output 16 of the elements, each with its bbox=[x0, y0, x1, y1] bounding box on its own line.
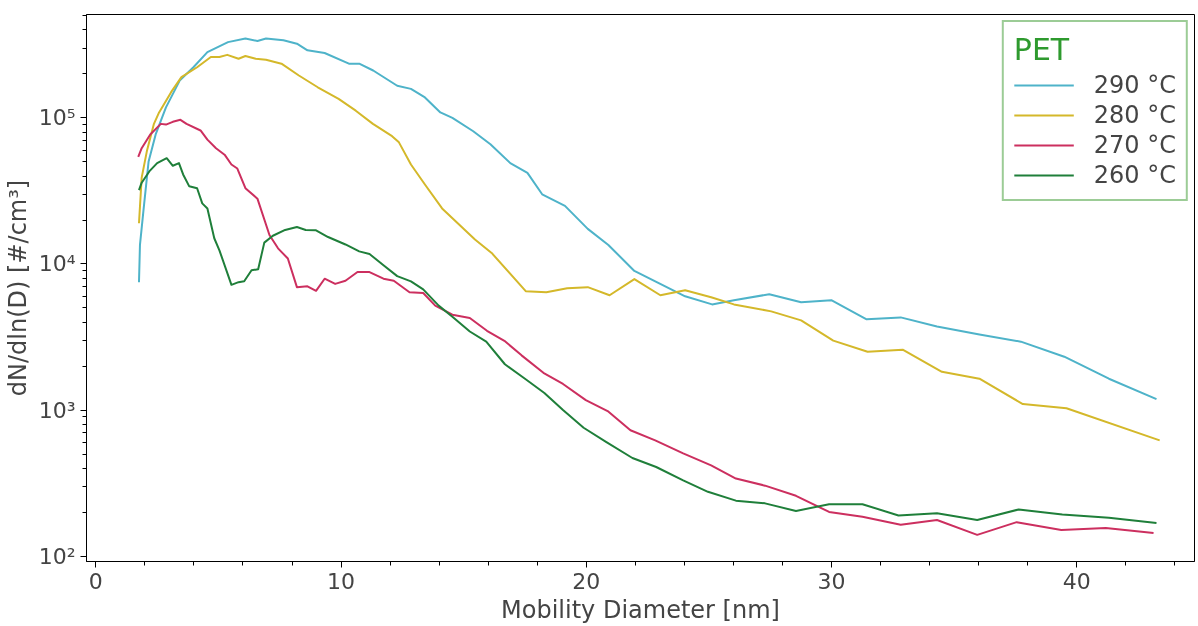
legend-label: 290 °C bbox=[1093, 71, 1176, 99]
legend-label: 260 °C bbox=[1093, 161, 1176, 189]
x-tick-label: 0 bbox=[88, 568, 103, 594]
y-tick-label: 10² bbox=[38, 543, 76, 569]
y-tick-label: 10⁴ bbox=[38, 251, 76, 277]
x-tick-label: 10 bbox=[327, 568, 356, 594]
x-tick-label: 40 bbox=[1062, 568, 1091, 594]
legend-label: 270 °C bbox=[1093, 131, 1176, 159]
x-axis-title: Mobility Diameter [nm] bbox=[501, 595, 780, 624]
y-tick-label: 10³ bbox=[38, 397, 76, 423]
legend-title: PET bbox=[1013, 32, 1071, 67]
y-tick-label: 10⁵ bbox=[38, 105, 76, 131]
x-tick-label: 20 bbox=[572, 568, 601, 594]
x-tick-label: 30 bbox=[817, 568, 846, 594]
legend-label: 280 °C bbox=[1093, 101, 1176, 129]
y-axis-title: dN/dln(D) [#/cm³] bbox=[3, 179, 32, 397]
